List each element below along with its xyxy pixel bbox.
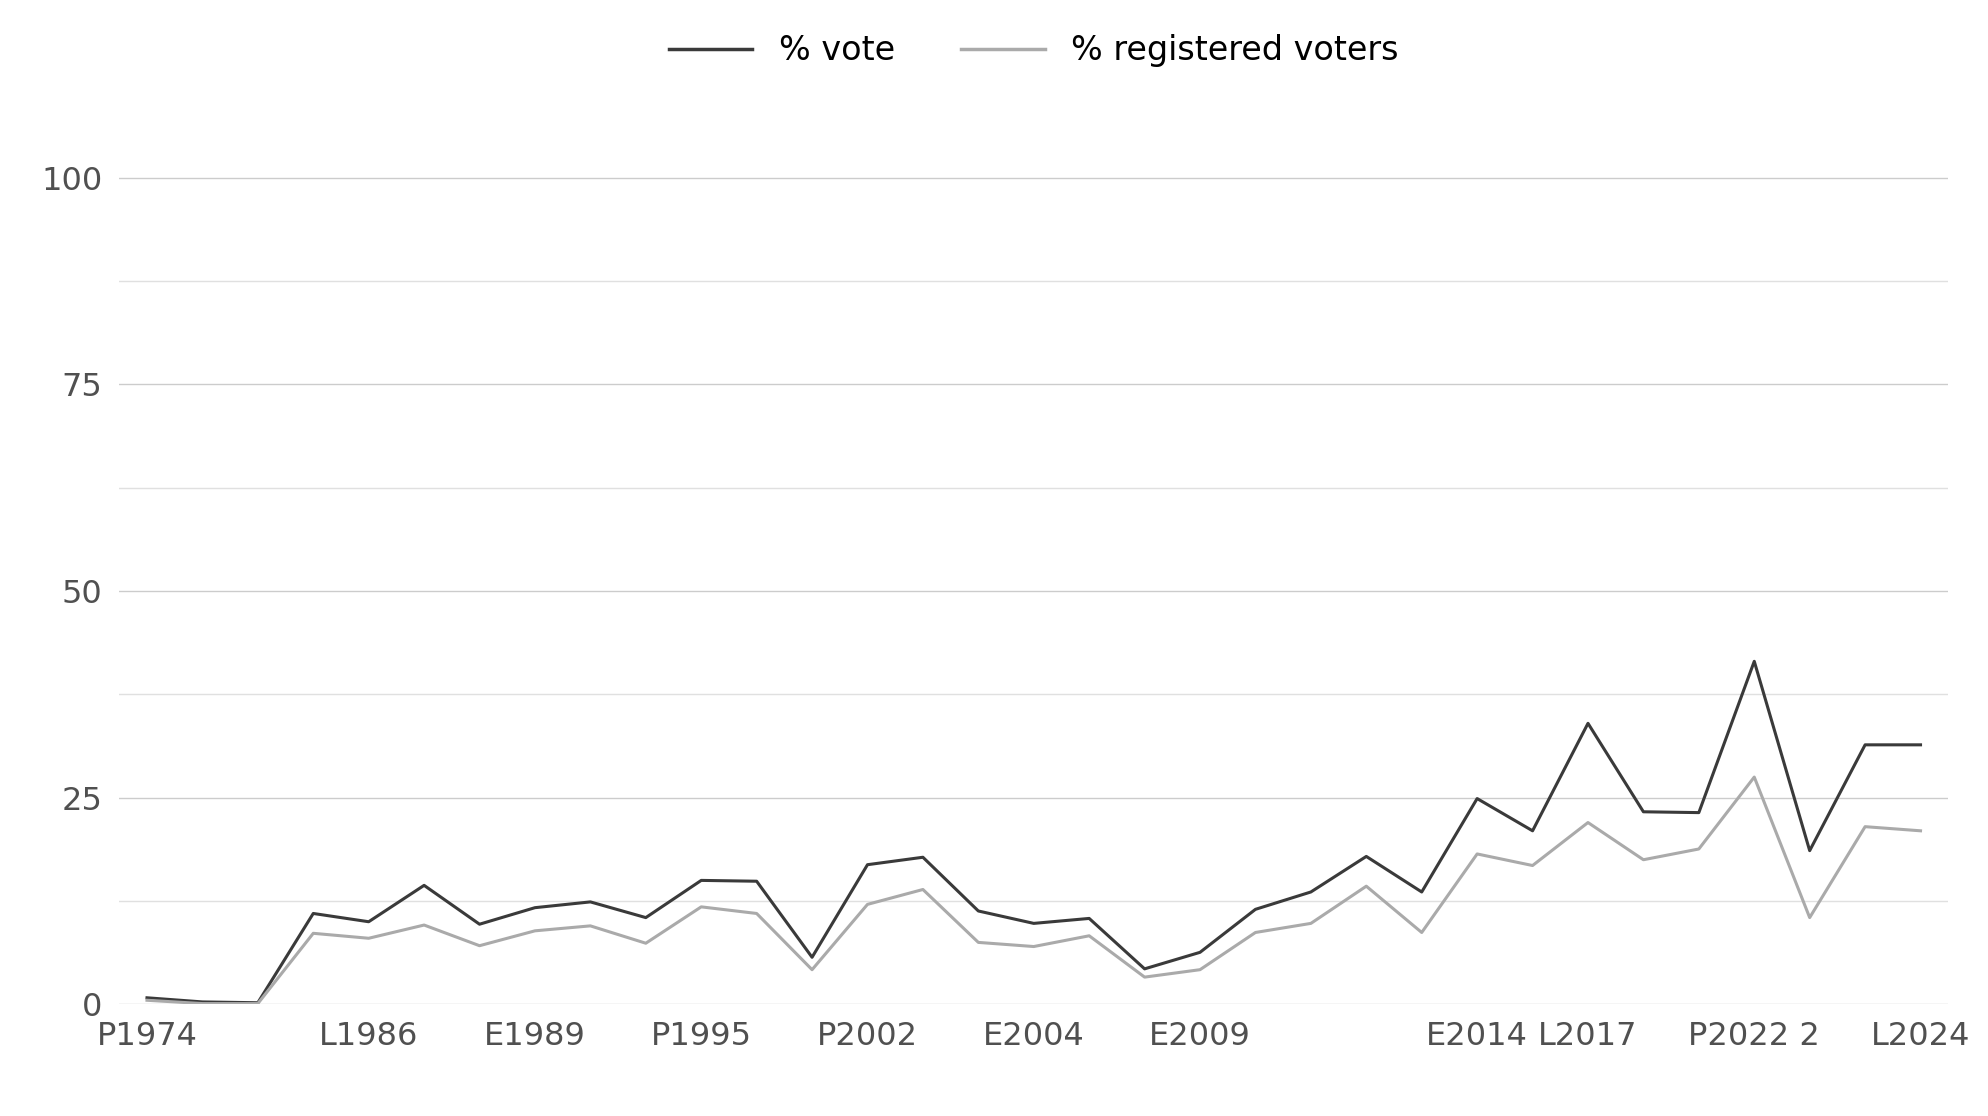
Legend: % vote, % registered voters: % vote, % registered voters [656,21,1411,80]
